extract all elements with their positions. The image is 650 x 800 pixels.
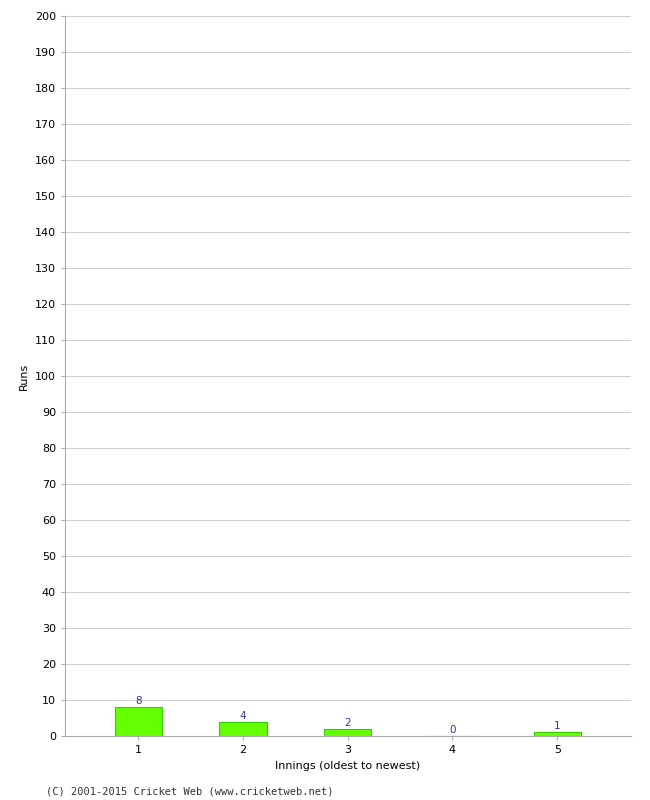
Bar	[220, 722, 266, 736]
Bar	[534, 733, 580, 736]
Bar	[324, 729, 371, 736]
Bar	[115, 707, 162, 736]
Text: 0: 0	[449, 725, 456, 735]
Text: 8: 8	[135, 696, 142, 706]
Y-axis label: Runs: Runs	[20, 362, 29, 390]
Text: 4: 4	[240, 710, 246, 721]
Text: 1: 1	[554, 722, 560, 731]
Text: 2: 2	[344, 718, 351, 728]
Text: (C) 2001-2015 Cricket Web (www.cricketweb.net): (C) 2001-2015 Cricket Web (www.cricketwe…	[46, 786, 333, 796]
X-axis label: Innings (oldest to newest): Innings (oldest to newest)	[275, 761, 421, 770]
